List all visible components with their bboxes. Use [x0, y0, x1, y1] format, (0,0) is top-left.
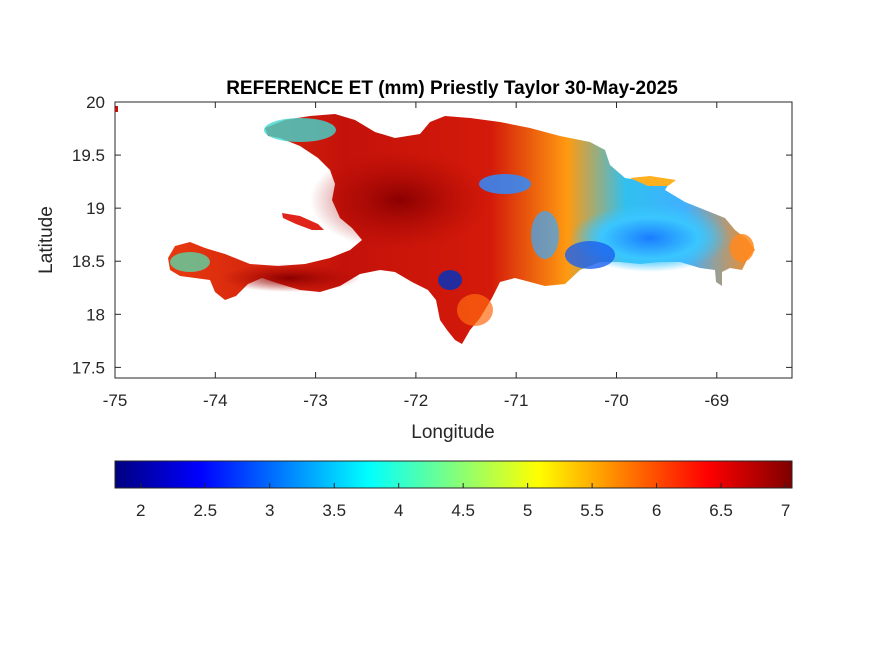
x-tick-label: -73	[303, 391, 328, 410]
x-axis-label: Longitude	[411, 422, 494, 443]
south-hot-core	[220, 264, 360, 292]
colorbar-tick-label: 2	[136, 501, 145, 520]
x-tick-label: -70	[604, 391, 629, 410]
colorbar-tick-label: 3.5	[322, 501, 346, 520]
x-tick-label: -71	[504, 391, 529, 410]
y-tick-label: 19.5	[72, 146, 105, 165]
x-tick-label: -72	[404, 391, 429, 410]
samana-peninsula	[630, 176, 676, 186]
colorbar-tick-label: 3	[265, 501, 274, 520]
map-title: REFERENCE ET (mm) Priestly Taylor 30-May…	[226, 78, 678, 99]
sierra-cool-spot	[438, 270, 462, 290]
sw-cool-zone	[170, 252, 210, 272]
tortuga-island	[282, 213, 324, 230]
colorbar	[114, 460, 793, 489]
x-tick-label: -74	[203, 391, 228, 410]
island-map	[115, 106, 755, 344]
colorbar-tick-label: 5.5	[580, 501, 604, 520]
x-tick-label: -75	[103, 391, 128, 410]
south-warm-zone	[457, 294, 493, 326]
x-axis: -75 -74 -73 -72 -71 -70 -69	[103, 102, 729, 410]
y-tick-label: 18	[86, 305, 105, 324]
y-axis-label: Latitude	[36, 206, 57, 274]
y-tick-label: 18.5	[72, 252, 105, 271]
cordillera-cool-spot	[479, 174, 531, 194]
colorbar-tick-label: 5	[523, 501, 532, 520]
corner-speck	[115, 106, 118, 112]
colorbar-ticks: 2 2.5 3 3.5 4 4.5 5 5.5 6 6.5 7	[136, 483, 790, 520]
central-hot-core	[310, 150, 490, 250]
y-tick-label: 17.5	[72, 358, 105, 377]
east-dr-deep-blue	[565, 241, 615, 269]
y-tick-label: 19	[86, 199, 105, 218]
colorbar-tick-label: 4	[394, 501, 403, 520]
colorbar-tick-label: 6.5	[709, 501, 733, 520]
colorbar-tick-label: 6	[652, 501, 661, 520]
central-cool-spot	[531, 211, 559, 259]
y-tick-label: 20	[86, 93, 105, 112]
y-axis: 20 19.5 19 18.5 18 17.5	[72, 93, 792, 377]
east-tip-warm	[730, 234, 754, 262]
colorbar-tick-label: 7	[781, 501, 790, 520]
x-tick-label: -69	[704, 391, 729, 410]
nw-cool-zone	[264, 118, 336, 142]
colorbar-tick-label: 2.5	[193, 501, 217, 520]
colorbar-tick-label: 4.5	[451, 501, 475, 520]
